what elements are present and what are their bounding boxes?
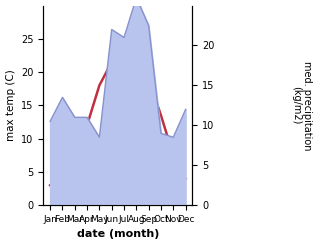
X-axis label: date (month): date (month) [77,230,159,239]
Y-axis label: max temp (C): max temp (C) [5,70,16,141]
Y-axis label: med. precipitation
(kg/m2): med. precipitation (kg/m2) [291,61,313,150]
